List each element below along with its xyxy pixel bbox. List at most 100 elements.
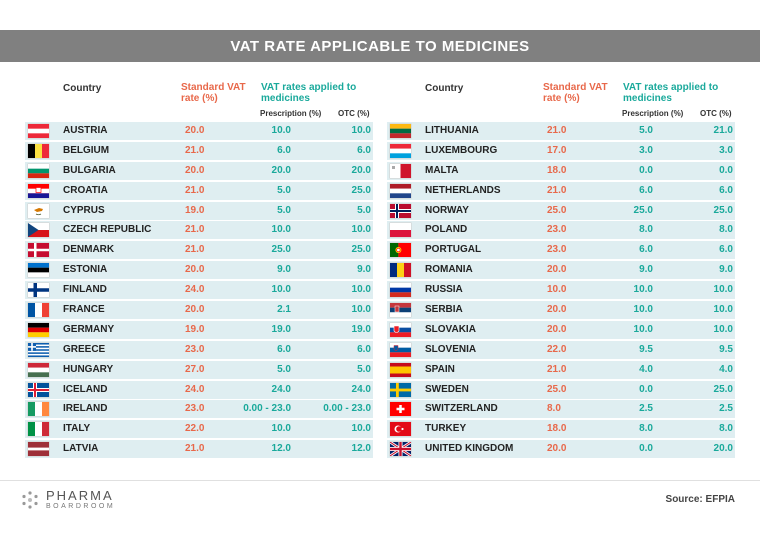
table-row: TURKEY 18.0 8.0 8.0 — [387, 420, 735, 439]
prescription-cell: 5.0 — [277, 184, 291, 196]
country-cell: IRELAND — [63, 403, 108, 415]
otc-cell: 5.0 — [357, 363, 371, 375]
table-row: ESTONIA 20.0 9.0 9.0 — [25, 261, 373, 280]
table-row: DENMARK 21.0 25.0 25.0 — [25, 241, 373, 260]
prescription-cell: 10.0 — [633, 323, 653, 335]
country-cell: RUSSIA — [425, 284, 463, 296]
prescription-cell: 0.00 - 23.0 — [243, 403, 291, 415]
iceland-flag-icon — [28, 382, 49, 397]
standard-vat-cell: 23.0 — [185, 343, 205, 355]
country-cell: AUSTRIA — [63, 125, 108, 136]
russia-flag-icon — [390, 283, 411, 298]
otc-cell: 6.0 — [719, 184, 733, 196]
table-row: GERMANY 19.0 19.0 19.0 — [25, 320, 373, 339]
germany-flag-icon — [28, 322, 49, 337]
table-row: ROMANIA 20.0 9.0 9.0 — [387, 261, 735, 280]
austria-flag-icon — [28, 124, 49, 138]
standard-vat-cell: 25.0 — [547, 383, 567, 395]
denmark-flag-icon — [28, 243, 49, 258]
table-row: GREECE 23.0 6.0 6.0 — [25, 340, 373, 359]
country-cell: GERMANY — [63, 323, 115, 335]
standard-vat-cell: 21.0 — [185, 443, 205, 455]
country-cell: GREECE — [63, 343, 106, 355]
otc-cell: 0.00 - 23.0 — [323, 403, 371, 415]
prescription-cell: 10.0 — [633, 284, 653, 296]
standard-vat-cell: 20.0 — [185, 164, 205, 176]
romania-flag-icon — [390, 263, 411, 278]
table-row: FINLAND 24.0 10.0 10.0 — [25, 281, 373, 300]
standard-vat-cell: 20.0 — [185, 304, 205, 316]
belgium-flag-icon — [28, 143, 49, 158]
spain-flag-icon — [390, 362, 411, 377]
italy-flag-icon — [28, 422, 49, 437]
united-kingdom-flag-icon — [390, 442, 411, 457]
table-row: MALTA 18.0 0.0 0.0 — [387, 161, 735, 180]
prescription-cell: 2.1 — [277, 304, 291, 316]
standard-vat-cell: 21.0 — [185, 224, 205, 236]
table-row: LUXEMBOURG 17.0 3.0 3.0 — [387, 141, 735, 160]
otc-cell: 21.0 — [713, 125, 733, 136]
standard-vat-cell: 23.0 — [547, 244, 567, 256]
table-row: SERBIA 20.0 10.0 10.0 — [387, 301, 735, 320]
otc-cell: 25.0 — [351, 184, 371, 196]
otc-cell: 9.5 — [719, 343, 733, 355]
country-cell: DENMARK — [63, 244, 115, 256]
hungary-flag-icon — [28, 362, 49, 377]
prescription-cell: 5.0 — [277, 204, 291, 216]
otc-cell: 19.0 — [351, 323, 371, 335]
country-cell: POLAND — [425, 224, 468, 236]
prescription-cell: 10.0 — [633, 304, 653, 316]
otc-cell: 10.0 — [713, 323, 733, 335]
standard-vat-cell: 23.0 — [185, 403, 205, 415]
table-row: SWITZERLAND 8.0 2.5 2.5 — [387, 400, 735, 419]
country-cell: ESTONIA — [63, 264, 108, 276]
lithuania-flag-icon — [390, 124, 411, 138]
table-row: AUSTRIA 20.0 10.0 10.0 — [25, 122, 373, 140]
table-row: NORWAY 25.0 25.0 25.0 — [387, 201, 735, 220]
logo-line2: BOARDROOM — [46, 503, 116, 510]
table-row: FRANCE 20.0 2.1 10.0 — [25, 301, 373, 320]
sweden-flag-icon — [390, 382, 411, 397]
otc-cell: 10.0 — [351, 284, 371, 296]
standard-vat-column-header: Standard VAT rate (%) — [543, 82, 608, 104]
table-row: SLOVAKIA 20.0 10.0 10.0 — [387, 320, 735, 339]
otc-cell: 6.0 — [719, 244, 733, 256]
poland-flag-icon — [390, 223, 411, 238]
table-row: LITHUANIA 21.0 5.0 21.0 — [387, 122, 735, 140]
otc-cell: 10.0 — [713, 284, 733, 296]
prescription-cell: 5.0 — [277, 363, 291, 375]
table-row: LATVIA 21.0 12.0 12.0 — [25, 440, 373, 459]
otc-cell: 5.0 — [357, 204, 371, 216]
country-cell: NORWAY — [425, 204, 469, 216]
standard-vat-cell: 20.0 — [547, 304, 567, 316]
country-cell: TURKEY — [425, 423, 467, 435]
otc-cell: 9.0 — [719, 264, 733, 276]
table-row: POLAND 23.0 8.0 8.0 — [387, 221, 735, 240]
malta-flag-icon — [390, 163, 411, 178]
table-row: UNITED KINGDOM 20.0 0.0 20.0 — [387, 440, 735, 459]
standard-vat-cell: 18.0 — [547, 164, 567, 176]
czech-republic-flag-icon — [28, 223, 49, 238]
country-column-header: Country — [63, 83, 102, 94]
country-cell: SLOVAKIA — [425, 323, 476, 335]
table-row: RUSSIA 10.0 10.0 10.0 — [387, 281, 735, 300]
prescription-column-header: Prescription (%) — [260, 109, 322, 118]
country-cell: LATVIA — [63, 443, 99, 455]
country-cell: CYPRUS — [63, 204, 105, 216]
country-cell: HUNGARY — [63, 363, 114, 375]
prescription-cell: 6.0 — [277, 144, 291, 156]
table-body: LITHUANIA 21.0 5.0 21.0 LUXEMBOURG 17.0 3.0 3.0… — [387, 122, 735, 459]
prescription-cell: 10.0 — [271, 125, 291, 136]
table-row: BELGIUM 21.0 6.0 6.0 — [25, 141, 373, 160]
logo-mark-icon — [22, 491, 38, 509]
france-flag-icon — [28, 303, 49, 318]
otc-cell: 6.0 — [357, 343, 371, 355]
prescription-cell: 3.0 — [639, 144, 653, 156]
otc-cell: 10.0 — [351, 304, 371, 316]
standard-vat-cell: 19.0 — [185, 323, 205, 335]
otc-cell: 25.0 — [351, 244, 371, 256]
country-cell: SWITZERLAND — [425, 403, 498, 415]
otc-cell: 3.0 — [719, 144, 733, 156]
country-cell: CZECH REPUBLIC — [63, 224, 152, 236]
serbia-flag-icon — [390, 303, 411, 318]
